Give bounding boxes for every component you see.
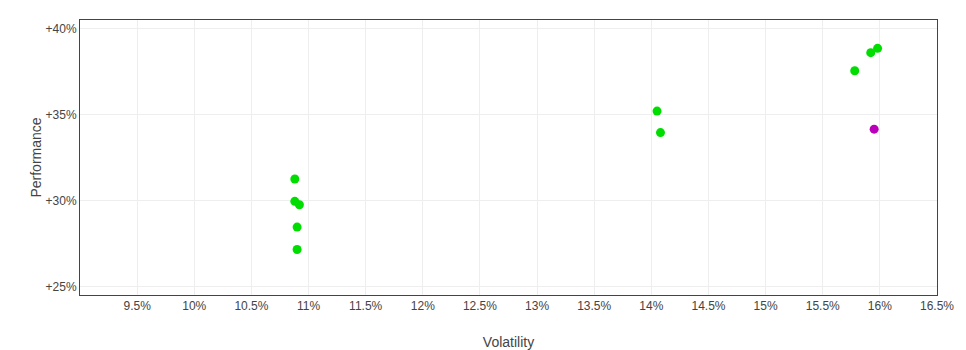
svg-text:13.5%: 13.5% (577, 299, 611, 313)
svg-text:+35%: +35% (46, 108, 77, 122)
svg-text:Performance: Performance (28, 117, 44, 197)
svg-text:16.5%: 16.5% (920, 299, 954, 313)
svg-text:12%: 12% (411, 299, 435, 313)
svg-text:11.5%: 11.5% (349, 299, 382, 313)
svg-text:15%: 15% (754, 299, 778, 313)
svg-text:+30%: +30% (46, 194, 77, 208)
svg-text:12.5%: 12.5% (463, 299, 497, 313)
svg-text:Volatility: Volatility (483, 334, 534, 350)
svg-text:+25%: +25% (46, 280, 77, 294)
svg-text:10.5%: 10.5% (234, 299, 268, 313)
svg-text:14%: 14% (639, 299, 663, 313)
svg-text:11%: 11% (297, 299, 320, 313)
svg-text:15.5%: 15.5% (806, 299, 840, 313)
svg-text:14.5%: 14.5% (691, 299, 725, 313)
svg-text:+40%: +40% (46, 22, 77, 36)
svg-text:13%: 13% (525, 299, 549, 313)
svg-text:9.5%: 9.5% (123, 299, 151, 313)
svg-text:16%: 16% (868, 299, 892, 313)
svg-text:10%: 10% (182, 299, 206, 313)
